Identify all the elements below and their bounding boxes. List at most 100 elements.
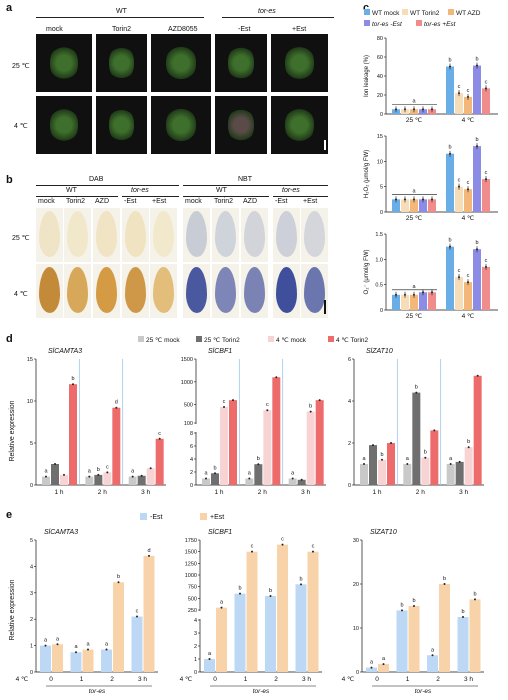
data-point — [404, 293, 406, 296]
data-point — [382, 663, 385, 666]
y-tick-label: 1.5 — [375, 232, 383, 238]
leaf-photo — [301, 208, 328, 262]
data-point — [266, 409, 269, 412]
significance-letter: b — [257, 456, 260, 462]
significance-letter: b — [424, 450, 427, 456]
data-point — [458, 92, 460, 95]
y-tick-label: 40 — [377, 74, 383, 80]
data-point — [458, 460, 461, 463]
bar — [128, 476, 137, 485]
bar — [482, 266, 490, 310]
b-dab-tor-line — [122, 196, 179, 197]
leaf-shape — [153, 211, 174, 257]
y-axis-title: H₂O₂ (μmol/g FW) — [364, 150, 370, 198]
significance-letter: a — [412, 284, 416, 290]
significance-letter: c — [467, 273, 470, 279]
significance-letter: b — [117, 574, 120, 580]
significance-letter: b — [475, 240, 478, 246]
plant-shape — [285, 107, 314, 143]
legend-swatch — [200, 513, 207, 520]
plant-shape — [228, 45, 254, 81]
bar — [51, 464, 59, 485]
y-tick-label: 3 — [30, 591, 33, 597]
plant-photo — [151, 34, 211, 92]
bar — [408, 606, 420, 672]
bar — [69, 384, 77, 485]
y-tick-label: 15 — [377, 134, 383, 140]
data-point — [476, 248, 478, 251]
x-tick-label: 1 — [80, 676, 84, 683]
leaf-photo — [64, 208, 91, 262]
significance-letter: a — [248, 471, 252, 477]
data-point — [476, 145, 478, 148]
data-point — [56, 643, 59, 646]
significance-letter: b — [415, 385, 418, 391]
plant-photo — [215, 96, 267, 154]
data-point — [312, 550, 314, 553]
x-tick-label: 3 h — [464, 676, 473, 683]
data-point — [443, 583, 446, 585]
data-point — [467, 281, 469, 284]
y-tick-label: 1500 — [185, 550, 197, 556]
a-col-mock: mock — [46, 26, 63, 33]
bar — [220, 407, 228, 485]
bar — [254, 464, 263, 485]
y-tick-label: 0 — [30, 483, 33, 489]
data-point — [395, 293, 397, 296]
leaf-shape — [186, 267, 207, 313]
data-point — [431, 198, 433, 201]
bar — [369, 445, 377, 485]
bar — [464, 447, 473, 485]
data-point — [239, 592, 241, 595]
a-col-minus-est: -Est — [238, 26, 251, 33]
significance-letter: c — [223, 399, 226, 405]
legend-swatch — [196, 336, 202, 342]
bar — [439, 584, 450, 672]
leaf-shape — [244, 267, 265, 313]
b-row-25: 25 ℃ — [12, 235, 30, 242]
significance-letter: b — [473, 591, 476, 597]
bar — [70, 652, 82, 672]
significance-letter: a — [431, 647, 435, 653]
y-tick-label: 500 — [188, 596, 197, 602]
y-tick-label: 80 — [377, 36, 383, 42]
significance-letter: a — [406, 456, 410, 462]
significance-letter: a — [220, 600, 224, 606]
b-nbt-tor: tor-es — [282, 187, 300, 194]
data-point — [131, 475, 134, 478]
bar — [101, 649, 112, 672]
panel-d-charts: 25 ℃ mock 25 ℃ Torin2 4 ℃ mock 4 ℃ Torin2 Re… — [9, 336, 484, 496]
bar — [427, 655, 438, 672]
data-point — [485, 265, 487, 268]
data-point — [413, 198, 415, 201]
bar — [288, 478, 297, 485]
data-point — [257, 463, 260, 466]
x-tick-label: 4 ℃ — [462, 313, 475, 320]
data-point — [431, 654, 434, 657]
x-tick-label: 1 h — [372, 489, 381, 496]
significance-letter: b — [238, 586, 241, 592]
chart-title: SlCBF1 — [208, 348, 232, 355]
data-point — [309, 410, 312, 413]
data-point — [205, 477, 207, 480]
bar — [392, 199, 400, 212]
y-tick-label: 6 — [190, 444, 193, 450]
panel-letter-c: c — [363, 2, 370, 14]
significance-letter: b — [448, 57, 451, 63]
bar — [482, 179, 490, 212]
significance-letter: a — [74, 644, 78, 650]
y-axis-title: Ion leakage (%) — [364, 55, 370, 97]
legend-label: -Est — [150, 514, 163, 521]
data-point — [458, 276, 460, 279]
x-axis-prefix: 4 ℃ — [342, 676, 355, 683]
legend-swatch — [328, 336, 334, 342]
y-tick-label: 6 — [348, 357, 351, 363]
legend-label: +Est — [210, 514, 224, 521]
leaf-shape — [215, 267, 236, 313]
plant-shape — [108, 45, 135, 81]
y-tick-label: 60 — [377, 55, 383, 61]
y-tick-label: 0 — [356, 670, 359, 676]
data-point — [422, 108, 424, 111]
bar — [131, 616, 143, 672]
significance-letter: b — [400, 602, 403, 608]
